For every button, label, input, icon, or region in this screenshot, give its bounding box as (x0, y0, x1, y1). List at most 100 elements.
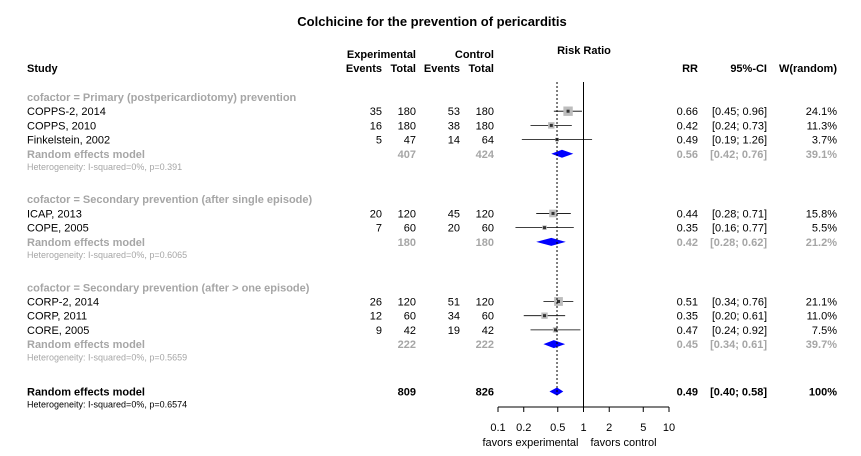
header-experimental: Experimental (347, 49, 416, 61)
confidence-interval: [0.20; 0.61] (712, 311, 767, 323)
chart-title: Colchicine for the prevention of pericar… (297, 14, 566, 29)
experimental-total: 47 (404, 135, 416, 147)
study-name: COPPS-2, 2014 (27, 106, 106, 118)
control-total: 120 (476, 208, 494, 220)
subgroup-heterogeneity: Heterogeneity: I-squared=0%, p=0.5659 (27, 352, 187, 362)
confidence-interval: [0.24; 0.73] (712, 120, 767, 132)
control-total: 60 (482, 223, 494, 235)
header-control-total: Total (469, 63, 494, 75)
study-name: ICAP, 2013 (27, 208, 82, 220)
x-tick-label: 1 (580, 422, 586, 434)
subgroup-experimental-total: 407 (398, 149, 416, 161)
subgroup-control-total: 180 (476, 237, 494, 249)
subgroup-summary-label: Random effects model (27, 339, 145, 351)
overall-weight: 100% (809, 387, 837, 399)
weight-value: 24.1% (806, 106, 837, 118)
subgroup-label: cofactor = Primary (postpericardiotomy) … (27, 92, 297, 104)
header-control-events: Events (424, 63, 460, 75)
risk-ratio-value: 0.49 (677, 135, 698, 147)
subgroup-label: cofactor = Secondary prevention (after >… (27, 282, 310, 294)
header-ci: 95%-CI (730, 63, 767, 75)
confidence-interval: [0.28; 0.71] (712, 208, 767, 220)
header-control: Control (455, 49, 494, 61)
control-events: 20 (448, 223, 460, 235)
experimental-total: 180 (398, 120, 416, 132)
experimental-total: 120 (398, 208, 416, 220)
risk-ratio-value: 0.35 (677, 311, 698, 323)
subgroup-risk-ratio: 0.42 (677, 237, 698, 249)
overall-risk-ratio: 0.49 (677, 387, 698, 399)
weight-value: 21.1% (806, 296, 837, 308)
subgroup-diamond (551, 149, 574, 158)
favors-experimental-label: favors experimental (483, 437, 579, 449)
x-tick-label: 0.2 (516, 422, 531, 434)
confidence-interval: [0.34; 0.76] (712, 296, 767, 308)
risk-ratio-value: 0.47 (677, 325, 698, 337)
risk-ratio-value: 0.66 (677, 106, 698, 118)
weight-value: 11.3% (807, 120, 838, 132)
risk-ratio-value: 0.51 (677, 296, 698, 308)
subgroup-experimental-total: 222 (398, 339, 416, 351)
subgroup-experimental-total: 180 (398, 237, 416, 249)
risk-ratio-value: 0.42 (677, 120, 698, 132)
study-point (543, 226, 547, 230)
subgroup-control-total: 424 (476, 149, 495, 161)
study-name: CORE, 2005 (27, 325, 89, 337)
overall-diamond (549, 387, 564, 396)
overall-summary-label: Random effects model (27, 387, 145, 399)
subgroup-weight: 21.2% (806, 237, 837, 249)
control-events: 51 (448, 296, 460, 308)
experimental-total: 120 (398, 296, 416, 308)
study-name: Finkelstein, 2002 (27, 135, 110, 147)
study-point (553, 328, 557, 332)
subgroup-control-total: 222 (476, 339, 494, 351)
x-axis: 0.1 0.2 0.5 1 2 5 10 favors experimental favors … (483, 406, 675, 449)
study-name: CORP-2, 2014 (27, 296, 99, 308)
study-point (551, 211, 555, 215)
study-name: CORP, 2011 (27, 311, 87, 323)
control-total: 120 (476, 296, 494, 308)
favors-control-label: favors control (591, 437, 657, 449)
control-events: 38 (448, 120, 460, 132)
header-study: Study (27, 63, 58, 75)
overall-control-total: 826 (476, 387, 494, 399)
study-point (556, 299, 560, 303)
x-tick-label: 0.5 (550, 422, 565, 434)
risk-ratio-value: 0.44 (677, 208, 698, 220)
control-total: 42 (482, 325, 494, 337)
subgroup-diamond (543, 340, 566, 349)
weight-value: 7.5% (812, 325, 837, 337)
risk-ratio-value: 0.35 (677, 223, 698, 235)
control-total: 180 (476, 120, 494, 132)
subgroup-confidence-interval: [0.34; 0.61] (710, 339, 767, 351)
experimental-total: 180 (398, 106, 416, 118)
control-events: 45 (448, 208, 460, 220)
control-total: 60 (482, 311, 494, 323)
experimental-total: 60 (404, 311, 416, 323)
weight-value: 11.0% (807, 311, 838, 323)
subgroup-label: cofactor = Secondary prevention (after s… (27, 194, 312, 206)
header-weight: W(random) (779, 63, 837, 75)
subgroup-heterogeneity: Heterogeneity: I-squared=0%, p=0.391 (27, 162, 182, 172)
header-experimental-total: Total (391, 63, 416, 75)
study-name: COPE, 2005 (27, 223, 89, 235)
x-tick-label: 10 (663, 422, 675, 434)
confidence-interval: [0.16; 0.77] (712, 223, 767, 235)
control-events: 34 (448, 311, 460, 323)
weight-value: 3.7% (812, 135, 837, 147)
overall-experimental-total: 809 (398, 387, 416, 399)
experimental-total: 60 (404, 223, 416, 235)
experimental-events: 12 (370, 311, 382, 323)
control-total: 64 (482, 135, 494, 147)
overall-confidence-interval: [0.40; 0.58] (710, 387, 767, 399)
subgroup-risk-ratio: 0.56 (677, 149, 698, 161)
subgroup-weight: 39.1% (806, 149, 837, 161)
experimental-events: 7 (376, 223, 382, 235)
forest-rows: cofactor = Primary (postpericardiotomy) … (27, 82, 837, 410)
header-experimental-events: Events (346, 63, 382, 75)
subgroup-weight: 39.7% (806, 339, 837, 351)
subgroup-summary-label: Random effects model (27, 237, 145, 249)
weight-value: 15.8% (806, 208, 837, 220)
experimental-total: 42 (404, 325, 416, 337)
